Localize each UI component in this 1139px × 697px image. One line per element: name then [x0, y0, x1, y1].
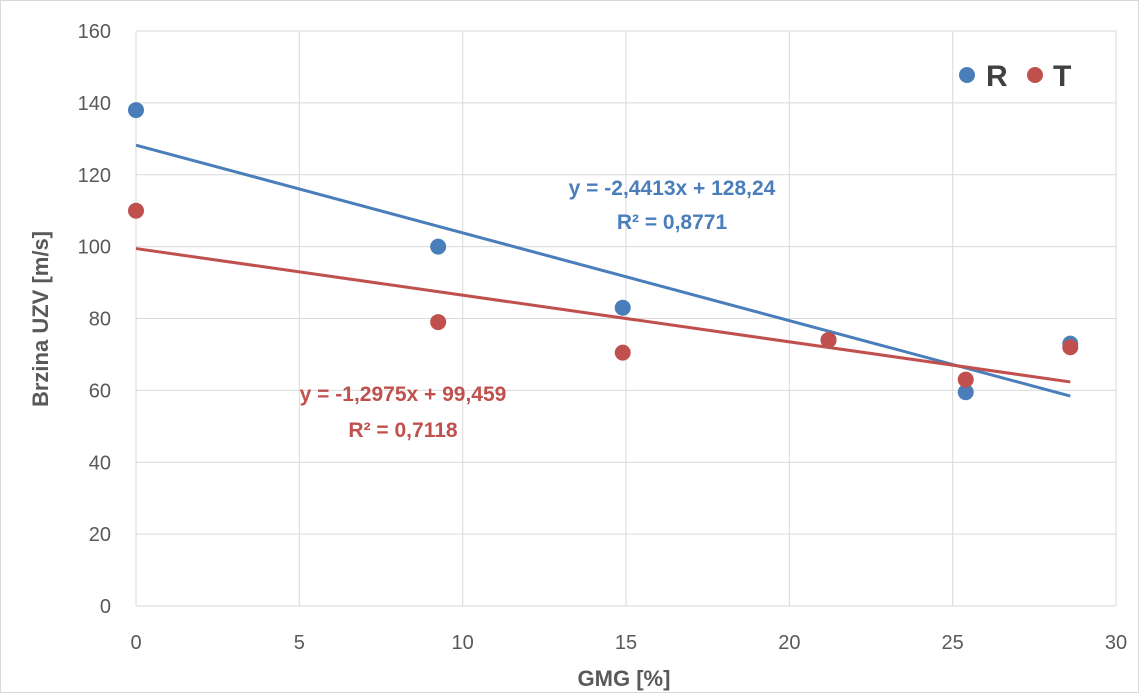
y-tick-label: 0 [100, 596, 111, 618]
x-tick-label: 5 [294, 632, 305, 654]
trendline-label-t: y = -1,2975x + 99,459 R² = 0,7118 [300, 383, 507, 442]
data-point-r [128, 102, 144, 119]
data-point-t [820, 332, 837, 349]
data-point-t [1062, 339, 1079, 356]
y-tick-labels: 0 20 40 60 80 100 120 140 160 [78, 21, 111, 618]
legend-marker-r [959, 67, 975, 83]
data-point-r [614, 299, 631, 316]
trendline-equation-r: y = -2,4413x + 128,24 [569, 177, 776, 200]
data-point-r [430, 238, 447, 255]
data-point-t [128, 202, 144, 219]
y-tick-label: 80 [89, 309, 111, 331]
y-tick-label: 120 [78, 165, 111, 187]
x-tick-label: 10 [452, 632, 474, 654]
legend-label-r: R [986, 60, 1008, 93]
y-tick-label: 40 [89, 452, 111, 474]
data-point-t [957, 371, 974, 388]
data-points [128, 102, 1079, 401]
y-tick-label: 140 [78, 93, 111, 115]
data-point-t [614, 344, 631, 361]
trendline-t [135, 247, 1071, 384]
trendline-r2-r: R² = 0,8771 [617, 211, 728, 234]
trendline-r2-t: R² = 0,7118 [348, 419, 457, 442]
x-tick-label: 30 [1105, 632, 1127, 654]
legend-marker-t [1027, 67, 1043, 83]
y-tick-label: 100 [78, 237, 111, 259]
x-tick-labels: 0 5 10 15 20 25 30 [130, 632, 1127, 654]
x-tick-label: 15 [615, 632, 637, 654]
data-point-r [957, 384, 974, 401]
y-tick-label: 60 [89, 380, 111, 402]
data-point-t [430, 314, 447, 331]
x-axis-title: GMG [%] [578, 666, 671, 691]
y-tick-label: 20 [89, 524, 111, 546]
legend-label-t: T [1053, 60, 1071, 93]
trendline-label-r: y = -2,4413x + 128,24 R² = 0,8771 [569, 177, 776, 234]
y-axis-title: Brzina UZV [m/s] [28, 231, 53, 407]
trendlines [135, 143, 1071, 398]
x-tick-label: 20 [778, 632, 800, 654]
x-tick-label: 25 [942, 632, 964, 654]
trendline-equation-t: y = -1,2975x + 99,459 [300, 383, 507, 406]
trendline-r [135, 143, 1071, 398]
y-tick-label: 160 [78, 21, 111, 43]
legend: R T [959, 60, 1071, 93]
x-tick-label: 0 [130, 632, 141, 654]
